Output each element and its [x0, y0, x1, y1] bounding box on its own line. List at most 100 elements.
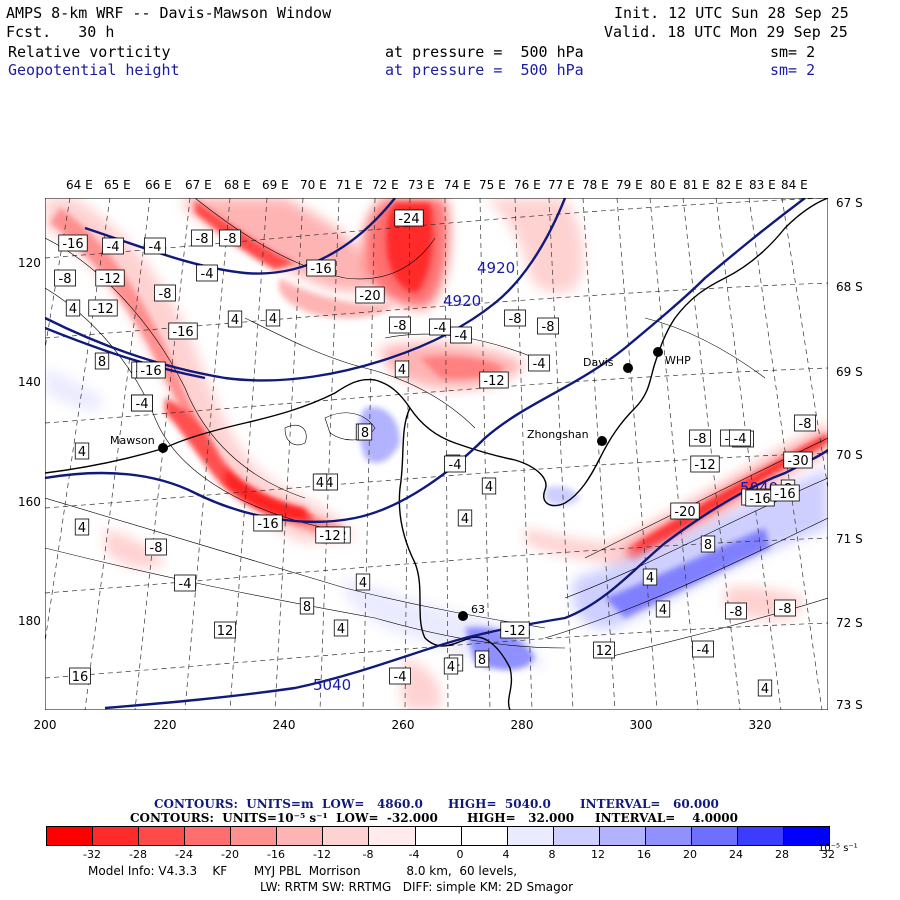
vorticity-value-label: -8 [689, 429, 711, 447]
vorticity-value-label: -12 [479, 371, 509, 389]
lon-label: 66 E [145, 178, 172, 192]
svg-text:-4: -4 [449, 458, 462, 473]
vorticity-value-label: -4 [729, 429, 751, 447]
svg-text:8: 8 [704, 538, 712, 553]
svg-text:-4: -4 [394, 670, 407, 685]
vorticity-value-label: -8 [794, 414, 816, 432]
colorbar-cell [736, 827, 783, 845]
vorticity-value-label: -16 [136, 361, 166, 379]
lon-label: 70 E [300, 178, 327, 192]
colorbar-cell [92, 827, 139, 845]
svg-text:-8: -8 [159, 287, 172, 302]
vorticity-value-label: 12 [593, 641, 615, 659]
vorticity-value-label: -8 [537, 317, 559, 335]
svg-text:-4: -4 [201, 267, 214, 282]
x-tick: 220 [153, 718, 177, 732]
lon-label: 73 E [408, 178, 435, 192]
svg-text:-4: -4 [455, 329, 468, 344]
whp-marker [653, 347, 663, 357]
model-info: Model Info: V4.3.3 KF MYJ PBL Morrison 8… [88, 864, 518, 878]
svg-text:-8: -8 [509, 312, 522, 327]
svg-text:8: 8 [478, 653, 486, 668]
station-label: Mawson [110, 434, 155, 447]
svg-text:-4: -4 [697, 643, 710, 658]
lon-label: 83 E [749, 178, 776, 192]
vorticity-value-label: -4 [389, 667, 411, 685]
colorbar-cell [322, 827, 369, 845]
vorticity-value-label: -20 [670, 502, 700, 520]
x-tick: 320 [748, 718, 772, 732]
lon-label: 65 E [104, 178, 131, 192]
svg-text:-12: -12 [319, 529, 340, 544]
vorticity-value-label: 8 [94, 352, 110, 370]
x-tick: 240 [272, 718, 296, 732]
vorticity-value-label: -4 [444, 455, 466, 473]
valid-time: Valid. 18 UTC Mon 29 Sep 25 [604, 23, 848, 41]
svg-text:-16: -16 [749, 492, 770, 507]
vorticity-value-label: -8 [54, 269, 76, 287]
coastline [45, 198, 828, 710]
svg-text:8: 8 [98, 355, 106, 370]
vorticity-label-layer: -16-4-4-8-8-24-8-12-4-16-8-16-2048-12-8-… [54, 209, 816, 697]
svg-text:-4: -4 [149, 240, 162, 255]
vorticity-value-label: 4 [757, 679, 773, 697]
colorbar-cell [230, 827, 277, 845]
height-label: 5040 [313, 676, 351, 694]
svg-text:12: 12 [217, 624, 234, 639]
vorticity-value-label: 4 [74, 518, 90, 536]
colorbar-tick-label: -28 [129, 848, 147, 861]
vorticity-value-label: -16 [745, 489, 775, 507]
colorbar-tick-label: -24 [175, 848, 193, 861]
vorticity-value-label: 4 [265, 309, 281, 327]
lat-label: 71 S [836, 532, 863, 546]
vorticity-value-label: 4 [481, 477, 497, 495]
svg-text:-12: -12 [92, 302, 113, 317]
vorticity-value-label: -8 [145, 538, 167, 556]
lat-label: 72 S [836, 616, 863, 630]
station-63-marker [458, 611, 468, 621]
svg-text:-8: -8 [150, 541, 163, 556]
colorbar-cell [506, 827, 553, 845]
svg-text:4: 4 [78, 445, 86, 460]
colorbar-cell [460, 827, 507, 845]
field2-name: Geopotential height [8, 61, 180, 79]
svg-text:-24: -24 [398, 212, 419, 227]
colorbar-tick-label: -32 [83, 848, 101, 861]
vorticity-value-label: 4 [333, 619, 349, 637]
svg-text:8: 8 [361, 426, 369, 441]
colorbar [46, 826, 830, 846]
vorticity-value-label: 8 [474, 650, 490, 668]
colorbar-tick-label: -8 [362, 848, 374, 861]
field1-level: at pressure = 500 hPa [385, 43, 584, 61]
map-title: AMPS 8-km WRF -- Davis-Mawson Window [6, 4, 332, 22]
lon-label: 80 E [650, 178, 677, 192]
vorticity-value-label: -16 [168, 322, 198, 340]
svg-text:-4: -4 [434, 321, 447, 336]
vorticity-value-label: -12 [315, 526, 345, 544]
svg-text:4: 4 [447, 660, 455, 675]
svg-text:4: 4 [269, 312, 277, 327]
svg-text:-12: -12 [99, 272, 120, 287]
vorticity-value-label: -4 [528, 354, 550, 372]
x-tick: 260 [391, 718, 415, 732]
lon-label: 74 E [444, 178, 471, 192]
vorticity-value-label: 16 [69, 667, 91, 685]
vorticity-value-label: -8 [191, 229, 213, 247]
vorticity-value-label: -4 [196, 264, 218, 282]
vorticity-value-label: -12 [500, 621, 530, 639]
colorbar-cell [552, 827, 599, 845]
vorticity-value-label: 4 [394, 360, 410, 378]
height-contour-info: CONTOURS: UNITS=m LOW= 4860.0 HIGH= 5040… [154, 797, 719, 811]
x-tick: 280 [510, 718, 534, 732]
svg-text:-8: -8 [196, 232, 209, 247]
svg-text:4: 4 [646, 571, 654, 586]
colorbar-cell [783, 827, 830, 845]
colorbar-tick-label: 32 [821, 848, 835, 861]
colorbar-cell [138, 827, 185, 845]
svg-text:-20: -20 [359, 289, 380, 304]
vorticity-value-label: -8 [774, 599, 796, 617]
field1-smooth: sm= 2 [770, 43, 816, 61]
vorticity-value-label: -16 [770, 484, 800, 502]
mawson-marker [158, 443, 168, 453]
svg-text:4: 4 [69, 302, 77, 317]
